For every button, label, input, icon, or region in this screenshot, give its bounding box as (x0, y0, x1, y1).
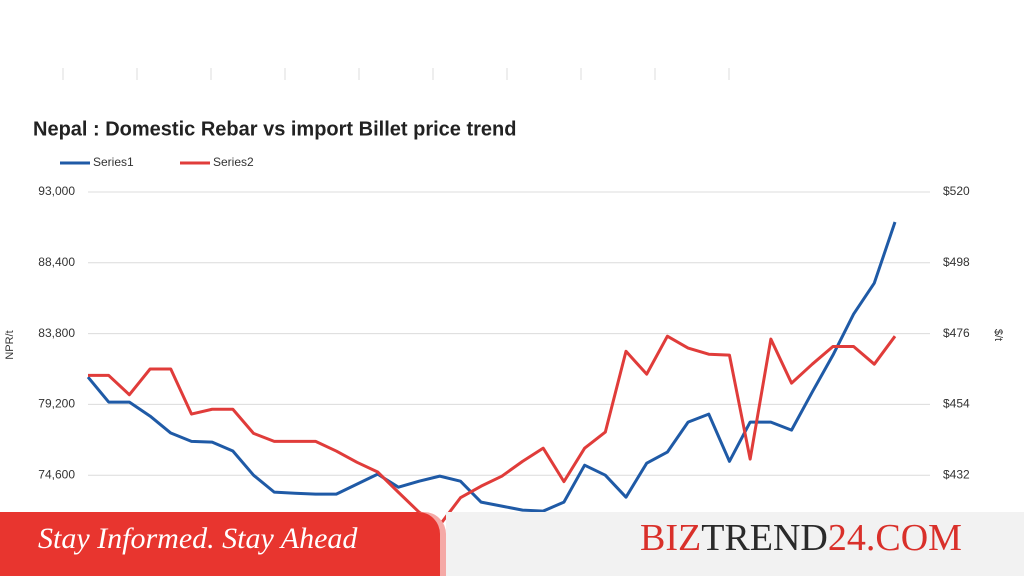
y2-tick-label: $432 (943, 467, 970, 481)
tagline-banner: Stay Informed. Stay Ahead (0, 512, 440, 576)
y-tick-label: 74,600 (38, 467, 75, 481)
chart-title: Nepal : Domestic Rebar vs import Billet … (33, 118, 516, 140)
y2-axis-label: $/t (992, 329, 1004, 341)
tagline: Stay Informed. Stay Ahead (38, 522, 358, 555)
brand-part: TREND (701, 517, 828, 559)
y2-tick-label: $476 (943, 326, 970, 340)
y2-tick-label: $498 (943, 255, 970, 269)
brand-part: BIZ (640, 517, 702, 559)
brand: BIZTREND24.COM (640, 516, 962, 560)
legend-label: Series1 (93, 155, 134, 169)
series-line (86, 221, 897, 513)
top-decor (62, 68, 730, 80)
y-tick-label: 83,800 (38, 326, 75, 340)
brand-part: 24.COM (827, 517, 962, 559)
legend-label: Series2 (213, 155, 254, 169)
y-tick-label: 79,200 (38, 397, 75, 411)
series-line (88, 334, 897, 527)
y2-tick-label: $454 (943, 397, 970, 411)
y-tick-label: 88,400 (38, 255, 75, 269)
y-tick-label: 93,000 (38, 184, 75, 198)
y2-tick-label: $520 (943, 184, 970, 198)
y-axis-label: NPR/t (4, 330, 16, 359)
brand-box (446, 512, 1024, 576)
